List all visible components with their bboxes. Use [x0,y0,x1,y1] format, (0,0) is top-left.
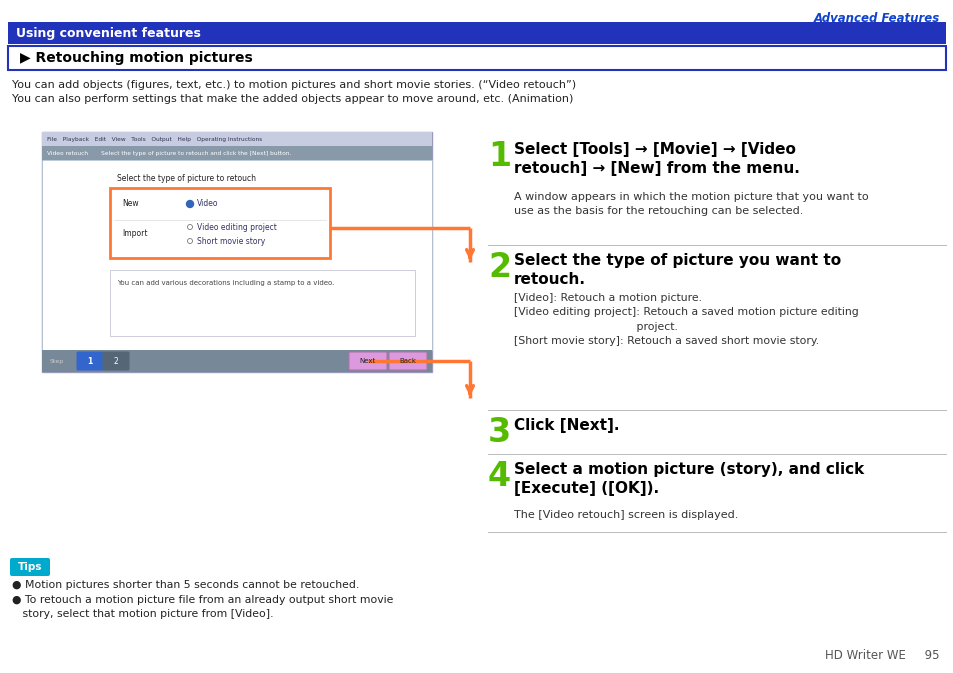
Text: Select the type of picture you want to
retouch.: Select the type of picture you want to r… [514,253,841,287]
FancyBboxPatch shape [10,558,50,576]
Text: Import: Import [122,229,148,238]
FancyBboxPatch shape [42,146,432,160]
Circle shape [186,201,193,207]
Text: New: New [122,199,138,209]
Text: The [Video retouch] screen is displayed.: The [Video retouch] screen is displayed. [514,510,738,520]
FancyBboxPatch shape [102,351,130,371]
Text: Video editing project: Video editing project [196,223,276,232]
Text: 3: 3 [488,416,511,449]
Text: ● To retouch a motion picture file from an already output short movie
   story, : ● To retouch a motion picture file from … [12,595,393,619]
FancyBboxPatch shape [42,160,432,350]
FancyBboxPatch shape [110,270,415,336]
Text: Using convenient features: Using convenient features [16,26,201,40]
Text: File   Playback   Edit   View   Tools   Output   Help   Operating Instructions: File Playback Edit View Tools Output Hel… [47,137,262,141]
Text: 2: 2 [488,251,511,284]
Text: Step: Step [50,359,64,363]
FancyBboxPatch shape [42,350,432,372]
Text: You can add various decorations including a stamp to a video.: You can add various decorations includin… [117,280,334,286]
FancyBboxPatch shape [8,22,945,44]
FancyBboxPatch shape [42,132,432,146]
Text: 2: 2 [113,357,118,365]
FancyBboxPatch shape [42,132,432,372]
Text: A window appears in which the motion picture that you want to
use as the basis f: A window appears in which the motion pic… [514,192,868,216]
Text: Tips: Tips [18,562,42,572]
Text: HD Writer WE     95: HD Writer WE 95 [824,649,939,662]
Text: Short movie story: Short movie story [196,236,265,246]
Text: Select [Tools] → [Movie] → [Video
retouch] → [New] from the menu.: Select [Tools] → [Movie] → [Video retouc… [514,142,799,176]
Text: Video: Video [196,199,218,209]
Text: Select a motion picture (story), and click
[Execute] ([OK]).: Select a motion picture (story), and cli… [514,462,863,496]
Text: Video retouch       Select the type of picture to retouch and click the [Next] b: Video retouch Select the type of picture… [47,151,291,155]
Text: Select the type of picture to retouch: Select the type of picture to retouch [117,174,255,183]
FancyBboxPatch shape [110,188,330,258]
Text: ▶ Retouching motion pictures: ▶ Retouching motion pictures [20,51,253,65]
Text: Click [Next].: Click [Next]. [514,418,618,433]
FancyBboxPatch shape [76,351,103,371]
Text: You can also perform settings that make the added objects appear to move around,: You can also perform settings that make … [12,94,573,104]
Text: 4: 4 [488,460,511,493]
Text: Back: Back [399,358,416,364]
Text: 1: 1 [88,357,92,365]
Text: [Video]: Retouch a motion picture.
[Video editing project]: Retouch a saved moti: [Video]: Retouch a motion picture. [Vide… [514,293,858,346]
Text: ● Motion pictures shorter than 5 seconds cannot be retouched.: ● Motion pictures shorter than 5 seconds… [12,580,359,590]
FancyBboxPatch shape [349,352,387,370]
FancyBboxPatch shape [8,46,945,70]
Text: Next: Next [359,358,375,364]
Text: 1: 1 [488,140,511,173]
Text: Advanced Features: Advanced Features [813,12,939,25]
Text: You can add objects (figures, text, etc.) to motion pictures and short movie sto: You can add objects (figures, text, etc.… [12,80,576,90]
FancyBboxPatch shape [389,352,427,370]
